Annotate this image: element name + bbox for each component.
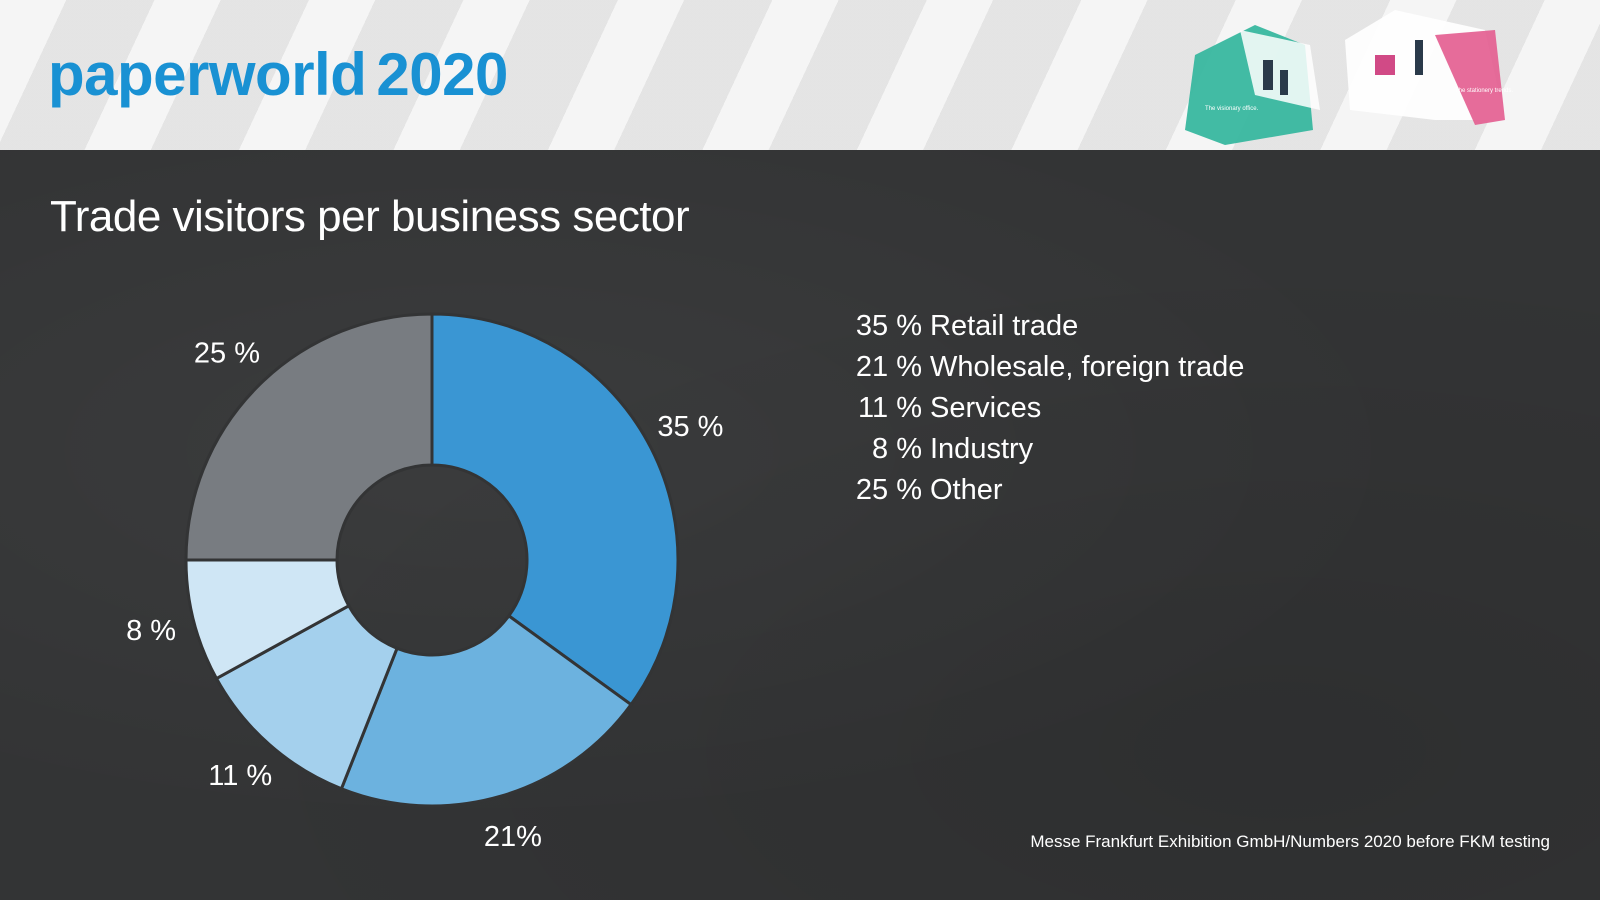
slice-services — [214, 603, 399, 791]
slice-wholesale-foreign-trade — [339, 613, 634, 808]
legend-label: Wholesale, foreign trade — [930, 351, 1245, 383]
legend-entry: 35 % Retail trade — [846, 306, 1244, 347]
slice-label: 8 % — [126, 615, 176, 647]
legend-entry: 8 % Industry — [846, 429, 1244, 470]
donut-chart: 35 % 21% 11 % 8 % 25 % — [126, 312, 723, 853]
slice-label: 11 % — [208, 760, 272, 792]
header-banner: paperworld 2020 The visionary office. The… — [0, 0, 1600, 150]
brand-name: paperworld — [48, 41, 367, 108]
legend-label: Services — [930, 392, 1042, 424]
slice-other — [184, 312, 434, 562]
legend-pct: 11 % — [858, 392, 922, 424]
brand-logo: paperworld 2020 — [48, 40, 508, 109]
legend-label: Industry — [930, 433, 1034, 465]
header-illustration: The visionary office. The stationery tre… — [1185, 10, 1513, 145]
legend-entry: 25 % Other — [846, 470, 1244, 511]
header-art-label-right: The stationery trends. — [1455, 88, 1513, 94]
legend-label: Other — [930, 474, 1003, 506]
legend: 35 % Retail trade 21 % Wholesale, foreign … — [846, 306, 1244, 511]
brand-year: 2020 — [376, 41, 508, 108]
legend-entry: 21 % Wholesale, foreign trade — [846, 347, 1244, 388]
page-title: Trade visitors per business sector — [50, 192, 690, 241]
legend-label: Retail trade — [930, 310, 1079, 342]
chart-panel: Trade visitors per business sector 35 % 2… — [0, 150, 1600, 900]
slice-label: 35 % — [657, 411, 723, 443]
slice-label: 21% — [484, 821, 542, 853]
legend-entry: 11 % Services — [846, 388, 1244, 429]
legend-pct: 8 % — [872, 433, 922, 465]
slice-label: 25 % — [194, 338, 260, 370]
slice-retail-trade — [430, 312, 680, 707]
legend-pct: 35 % — [855, 310, 922, 342]
header-art-label-left: The visionary office. — [1205, 106, 1259, 112]
source-note: Messe Frankfurt Exhibition GmbH/Numbers … — [1030, 832, 1550, 851]
legend-pct: 25 % — [855, 474, 922, 506]
legend-pct: 21 % — [855, 351, 922, 383]
